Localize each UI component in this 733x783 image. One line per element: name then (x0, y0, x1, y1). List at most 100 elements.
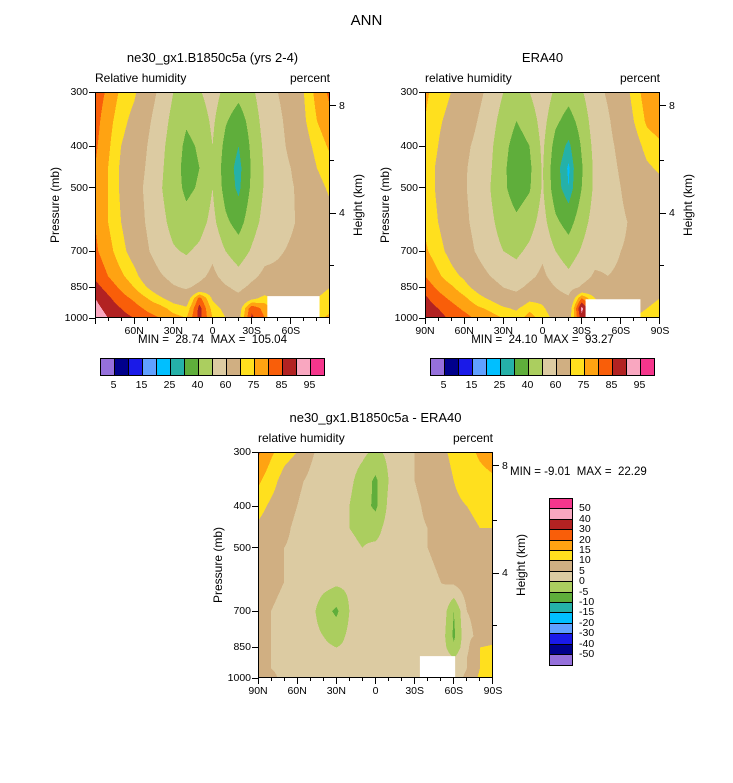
y-tick-label: 850 (400, 281, 418, 294)
pressure-axis-label: Pressure (mb) (48, 166, 62, 244)
colorbar-tick-label: 15 (465, 379, 478, 391)
panel-model: ne30_gx1.B1850c5a (yrs 2-4) Relative hum… (48, 50, 365, 391)
x-minor-tick (440, 678, 442, 681)
y-tick (252, 677, 258, 679)
height-axis-label: Height (km) (681, 173, 695, 237)
y-tick-label: 500 (233, 541, 251, 554)
height-axis-label: Height (km) (514, 533, 528, 597)
x-major-tick (542, 318, 543, 324)
colorbar-tick-label: 85 (275, 379, 288, 391)
x-minor-tick (238, 318, 240, 321)
x-minor-tick (476, 318, 478, 321)
x-minor-tick (159, 318, 161, 321)
x-minor-tick (185, 318, 187, 321)
height-tick (330, 159, 334, 161)
y-tick (419, 187, 425, 189)
x-major-tick (212, 318, 213, 324)
y-tick (89, 286, 95, 288)
y-tick (419, 145, 425, 147)
y-tick-label: 500 (400, 181, 418, 194)
y-tick-label: 850 (70, 281, 88, 294)
subtitle-variable: Relative humidity (95, 71, 187, 85)
colorbar-swatch (239, 358, 255, 376)
panel-era40: ERA40 relative humidity percent Pressure… (378, 50, 695, 391)
height-tick (330, 265, 334, 267)
y-tick (419, 250, 425, 252)
x-minor-tick (450, 318, 452, 321)
height-tick (330, 105, 336, 107)
x-major-tick (257, 678, 259, 684)
x-tick-label: 60N (287, 685, 307, 697)
colorbar-tick-label: 10 (579, 554, 591, 567)
x-tick-label: 30S (405, 685, 424, 697)
colorbar-tick-label: -40 (579, 637, 595, 650)
height-tick (660, 265, 664, 267)
colorbar-swatch (211, 358, 227, 376)
y-tick-label: 700 (70, 245, 88, 258)
x-minor-tick (479, 678, 481, 681)
colorbar-tick-label: 15 (579, 544, 591, 556)
colorbar-tick-label: -20 (579, 616, 595, 629)
x-major-tick (375, 678, 376, 684)
y-tick-label: 500 (70, 181, 88, 194)
y-tick (89, 250, 95, 252)
y-tick-label: 300 (233, 446, 251, 458)
colorbar-swatch (183, 358, 199, 376)
y-tick-label: 1000 (394, 312, 418, 324)
x-minor-tick (303, 318, 305, 321)
colorbar-swatch (555, 358, 571, 376)
colorbar-swatch (549, 654, 573, 666)
colorbar-swatch (267, 358, 283, 376)
height-tick-label: 8 (502, 459, 508, 472)
subtitle-units: percent (452, 431, 493, 445)
colorbar: 5 15 25 40 60 75 85 95 (99, 358, 326, 398)
colorbar-tick-label: 5 (440, 379, 447, 391)
y-tick-label: 300 (400, 86, 418, 98)
colorbar-tick-label: 50 (579, 502, 591, 515)
x-major-tick (296, 678, 298, 684)
x-minor-tick (361, 678, 363, 681)
colorbar-swatch (485, 358, 501, 376)
height-tick-label: 8 (669, 99, 675, 112)
colorbar-tick-label: 0 (579, 575, 585, 588)
y-tick (419, 286, 425, 288)
x-minor-tick (264, 318, 266, 321)
colorbar-tick-label: 20 (579, 533, 591, 546)
colorbar-swatch (295, 358, 311, 376)
x-tick-label: 60N (124, 325, 144, 337)
y-tick (252, 547, 258, 549)
y-tick-label: 700 (400, 245, 418, 258)
colorbar-swatch (113, 358, 129, 376)
colorbar-tick-label: -15 (579, 606, 595, 619)
colorbar-tick-label: 5 (110, 379, 117, 391)
y-tick (419, 317, 425, 319)
x-minor-tick (309, 678, 311, 681)
x-major-tick (453, 678, 455, 684)
x-major-tick (658, 318, 660, 324)
colorbar-swatch (569, 358, 585, 376)
x-major-tick (290, 318, 292, 324)
x-tick-label: 60S (281, 325, 301, 337)
colorbar-swatch (457, 358, 473, 376)
x-tick-label: 90S (483, 685, 503, 697)
panel-title: ne30_gx1.B1850c5a - ERA40 (289, 410, 462, 425)
y-tick-label: 400 (70, 140, 88, 152)
colorbar-swatch (169, 358, 185, 376)
x-minor-tick (225, 318, 227, 321)
y-tick (252, 646, 258, 648)
x-minor-tick (528, 318, 530, 321)
colorbar-tick-label: -10 (579, 596, 595, 608)
pressure-axis-label: Pressure (mb) (378, 166, 392, 244)
colorbar-swatch (611, 358, 627, 376)
x-tick-label: 90N (415, 325, 435, 337)
colorbar-tick-label: 25 (493, 379, 506, 391)
colorbar-tick-label: 25 (163, 379, 176, 391)
x-tick-label: 60S (611, 325, 631, 337)
x-major-tick (133, 318, 135, 324)
height-tick (660, 212, 666, 214)
colorbar-tick-label: 95 (303, 379, 316, 391)
colorbar-tick-label: 5 (579, 564, 585, 577)
colorbar-swatch (443, 358, 459, 376)
x-tick-label: 90N (248, 685, 268, 697)
subtitle-units: percent (619, 71, 660, 85)
